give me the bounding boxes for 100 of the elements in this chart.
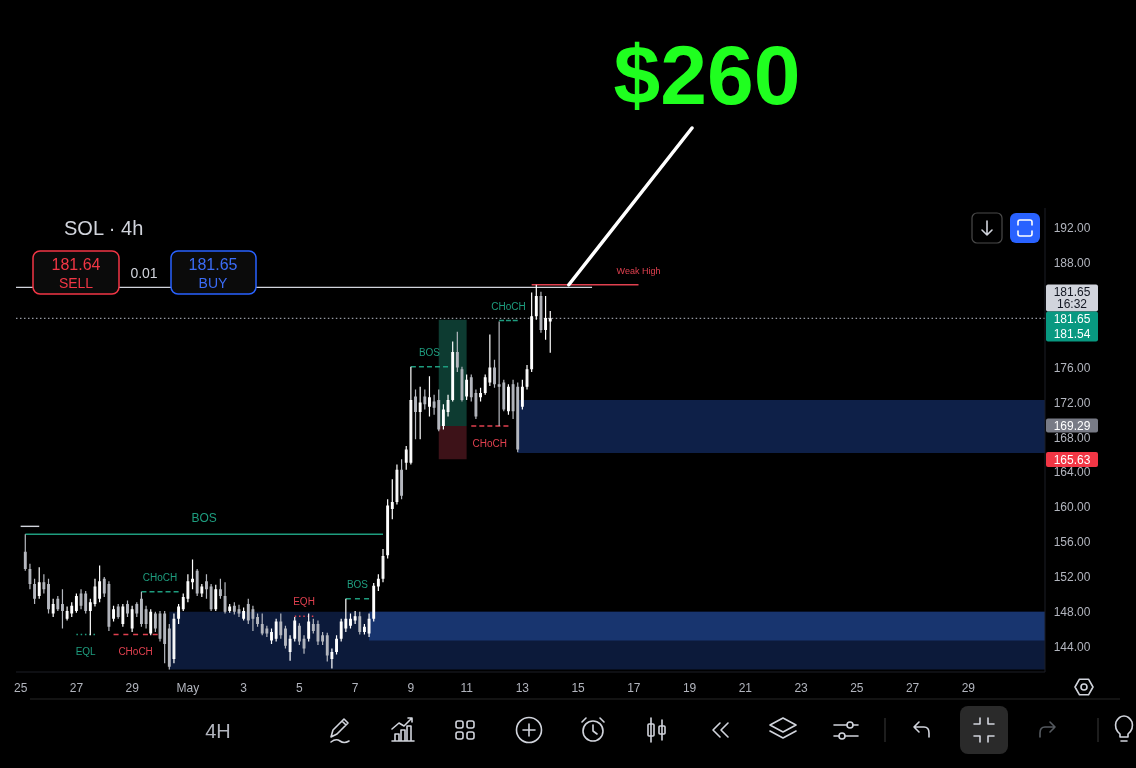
series-label: CHoCH bbox=[472, 438, 508, 450]
x-tick-label: 25 bbox=[850, 681, 864, 695]
y-tick-label: 172.00 bbox=[1053, 395, 1091, 410]
candlestick bbox=[349, 612, 352, 629]
candlestick bbox=[367, 612, 371, 638]
candlestick bbox=[534, 284, 538, 321]
candlestick bbox=[74, 592, 78, 614]
candlestick bbox=[316, 619, 320, 646]
annotation: $260 bbox=[613, 28, 801, 122]
y-tick-label: 156.00 bbox=[1053, 535, 1091, 550]
candlestick bbox=[279, 612, 283, 640]
candlestick bbox=[51, 598, 55, 618]
candlestick bbox=[293, 616, 297, 643]
candlestick bbox=[455, 331, 459, 373]
y-tick-label: 148.00 bbox=[1053, 605, 1091, 620]
x-tick-label: 3 bbox=[240, 681, 248, 695]
candlestick bbox=[353, 610, 357, 625]
chart-title: SOL · 4h bbox=[64, 217, 144, 239]
x-tick-label: 13 bbox=[515, 681, 530, 695]
candlestick bbox=[163, 610, 167, 664]
candlestick bbox=[386, 498, 390, 560]
x-tick-label: 27 bbox=[69, 681, 84, 695]
candlestick bbox=[112, 605, 115, 623]
candlestick bbox=[288, 634, 292, 662]
candlestick bbox=[121, 603, 125, 628]
candlestick bbox=[372, 582, 376, 623]
candlestick bbox=[214, 584, 218, 612]
annotation: SELL bbox=[58, 275, 94, 291]
candlestick bbox=[302, 634, 306, 655]
candlestick bbox=[418, 386, 422, 440]
candlestick bbox=[479, 387, 482, 403]
candlestick bbox=[256, 612, 260, 628]
x-tick-label: 5 bbox=[296, 681, 304, 695]
series-label: Weak High bbox=[616, 265, 661, 276]
candlestick bbox=[437, 388, 441, 432]
x-tick-label: 7 bbox=[351, 681, 359, 695]
y-tick-label: 152.00 bbox=[1053, 570, 1091, 585]
series-label: EQL bbox=[75, 646, 97, 658]
candlestick bbox=[362, 623, 366, 636]
x-tick-label: 9 bbox=[407, 681, 415, 695]
candlestick bbox=[395, 463, 399, 506]
candlestick bbox=[47, 578, 50, 615]
candlestick bbox=[493, 359, 496, 389]
candlestick bbox=[390, 478, 394, 520]
candlestick bbox=[358, 611, 362, 636]
series-label: BOS bbox=[346, 578, 369, 590]
price-tag: 165.63 bbox=[1046, 452, 1098, 467]
y-tick-label: 144.00 bbox=[1053, 639, 1091, 654]
candlestick bbox=[237, 604, 241, 618]
price-tag: 181.65 181.54 bbox=[1046, 311, 1098, 342]
candlestick bbox=[497, 320, 501, 427]
x-tick-label: 17 bbox=[627, 681, 641, 695]
candlestick bbox=[330, 647, 334, 670]
candlestick bbox=[177, 603, 181, 625]
candlestick bbox=[446, 394, 450, 418]
x-tick-label: 29 bbox=[961, 681, 976, 695]
x-tick-label: 29 bbox=[125, 681, 140, 695]
candlestick bbox=[209, 583, 213, 612]
y-tick-label: 164.00 bbox=[1053, 465, 1091, 480]
x-tick-label: 11 bbox=[460, 681, 474, 695]
candlestick bbox=[28, 563, 32, 590]
series-label: BOS bbox=[191, 511, 217, 526]
candlestick bbox=[126, 599, 129, 618]
candlestick bbox=[423, 388, 427, 411]
candlestick bbox=[191, 558, 194, 590]
y-tick-label: 168.00 bbox=[1053, 430, 1091, 445]
text: 4H bbox=[205, 720, 231, 742]
candlestick bbox=[79, 588, 83, 610]
y-tick-label: 176.00 bbox=[1053, 360, 1091, 375]
series-label: CHoCH bbox=[491, 300, 526, 312]
candlestick bbox=[205, 573, 208, 600]
candlestick bbox=[116, 603, 120, 620]
annotation: 181.65 bbox=[188, 256, 238, 273]
candlestick bbox=[376, 573, 380, 592]
candlestick bbox=[539, 291, 543, 334]
candlestick bbox=[441, 403, 445, 431]
series-label: BOS bbox=[418, 346, 441, 358]
candlestick bbox=[414, 388, 417, 440]
x-tick-label: 25 bbox=[13, 681, 28, 695]
x-tick-label: 15 bbox=[571, 681, 586, 695]
candlestick bbox=[195, 568, 199, 597]
candlestick bbox=[270, 627, 273, 645]
candlestick bbox=[65, 605, 69, 622]
x-tick-label: 23 bbox=[794, 681, 809, 695]
candlestick bbox=[335, 634, 338, 656]
candlestick bbox=[400, 458, 404, 500]
candlestick bbox=[232, 601, 236, 616]
series-label: EQH bbox=[293, 596, 315, 608]
price-tag: 181.65 16:32 bbox=[1046, 284, 1098, 312]
candlestick bbox=[223, 581, 227, 615]
candlestick bbox=[167, 623, 171, 670]
y-tick-label: 188.00 bbox=[1053, 256, 1091, 271]
y-tick-label: 192.00 bbox=[1053, 221, 1091, 236]
candlestick bbox=[525, 364, 529, 391]
candlestick bbox=[451, 340, 455, 403]
y-tick-label: 160.00 bbox=[1053, 500, 1091, 515]
candlestick bbox=[260, 612, 264, 636]
candlestick bbox=[544, 295, 548, 341]
candlestick bbox=[307, 612, 311, 643]
candlestick bbox=[465, 373, 469, 401]
